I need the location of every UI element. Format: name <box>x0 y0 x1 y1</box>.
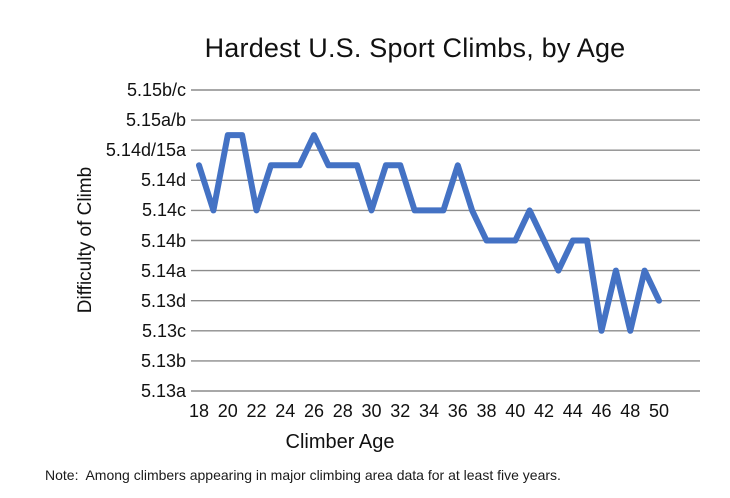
y-tick-label: 5.13b <box>140 350 186 371</box>
y-tick-label: 5.13c <box>141 320 186 341</box>
y-tick-label: 5.13a <box>140 381 186 401</box>
y-tick-label: 5.14a <box>140 260 186 281</box>
chart-title: Hardest U.S. Sport Climbs, by Age <box>204 33 626 63</box>
x-tick-label: 40 <box>505 401 526 421</box>
x-tick-label: 42 <box>533 401 555 421</box>
x-tick-label: 44 <box>562 401 583 421</box>
data-series-line <box>196 132 662 334</box>
y-tick-label: 5.14b <box>140 230 186 251</box>
y-tick-label: 5.14d/15a <box>105 140 186 161</box>
x-tick-label: 48 <box>620 401 641 421</box>
x-tick-label: 20 <box>217 401 238 421</box>
x-tick-label: 50 <box>648 401 670 421</box>
x-tick-label: 24 <box>275 401 296 421</box>
x-tick-label: 28 <box>332 401 353 421</box>
x-tick-label: 18 <box>188 401 210 421</box>
y-tick-label: 5.15a/b <box>125 110 186 131</box>
x-tick-label: 30 <box>361 401 382 421</box>
x-tick-label: 38 <box>476 401 497 421</box>
x-tick-label: 26 <box>303 401 325 421</box>
y-tick-label: 5.15b/c <box>126 80 186 100</box>
y-tick-label: 5.14c <box>141 200 186 221</box>
x-tick-label: 36 <box>447 401 468 421</box>
gridlines <box>191 89 700 392</box>
x-tick-label: 22 <box>246 401 267 421</box>
footnote: Note: Among climbers appearing in major … <box>45 467 561 483</box>
y-tick-label: 5.14d <box>140 170 186 191</box>
x-tick-label: 32 <box>390 401 411 421</box>
x-axis-title: Climber Age <box>285 431 395 453</box>
y-tick-label: 5.13d <box>140 290 186 311</box>
data-line <box>196 132 662 334</box>
x-tick-label: 34 <box>418 401 440 421</box>
x-tick-label: 46 <box>591 401 612 421</box>
